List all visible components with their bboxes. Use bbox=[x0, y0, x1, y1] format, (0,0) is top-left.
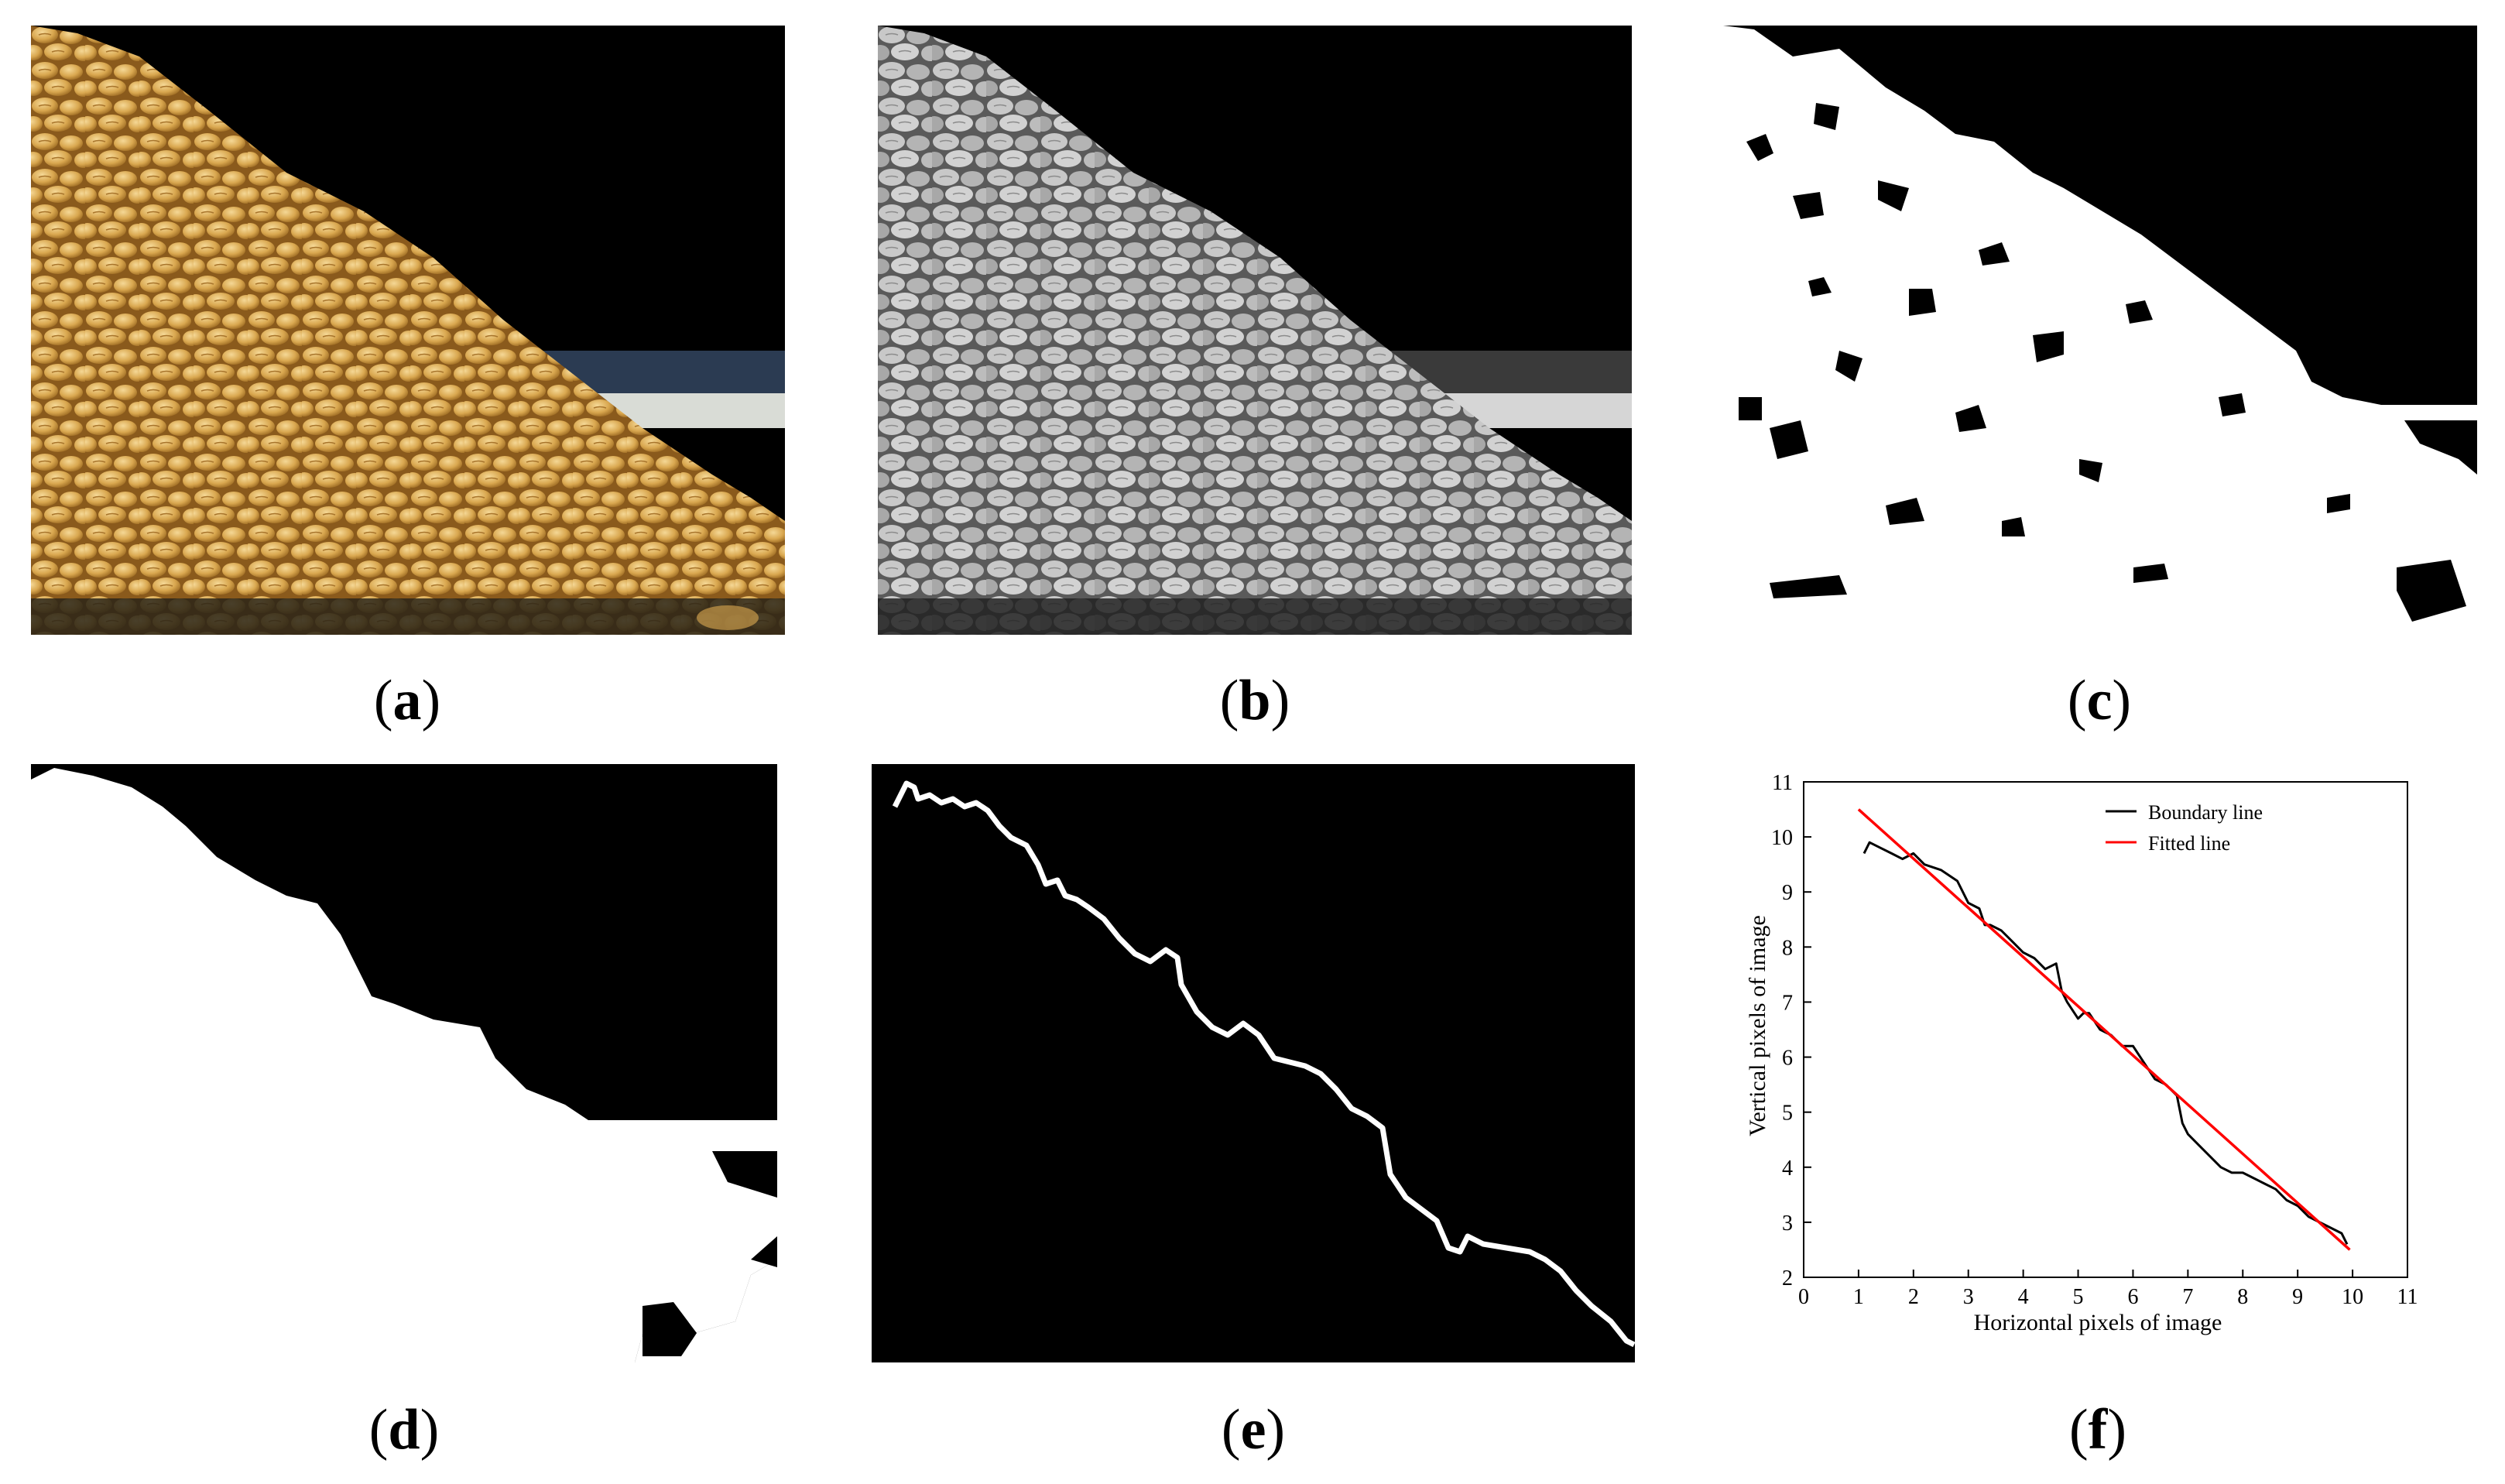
caption-a: (a) bbox=[373, 669, 441, 732]
x-tick-label-2: 2 bbox=[1908, 1285, 1919, 1309]
x-tick-label-11: 11 bbox=[2397, 1285, 2418, 1309]
x-axis-label: Horizontal pixels of image bbox=[1974, 1310, 2222, 1335]
x-tick-label-7: 7 bbox=[2182, 1285, 2193, 1309]
y-tick-label-9: 11 bbox=[1772, 771, 1793, 795]
x-tick-label-0: 0 bbox=[1798, 1285, 1809, 1309]
x-tick-label-8: 8 bbox=[2237, 1285, 2248, 1309]
y-tick-label-5: 7 bbox=[1782, 991, 1793, 1015]
x-tick-label-5: 5 bbox=[2073, 1285, 2084, 1309]
x-tick-label-9: 9 bbox=[2292, 1285, 2303, 1309]
y-axis-label: Vertical pixels of image bbox=[1745, 915, 1770, 1136]
binary-image-filled bbox=[31, 764, 777, 1362]
y-tick-label-7: 9 bbox=[1782, 881, 1793, 905]
x-tick-label-6: 6 bbox=[2127, 1285, 2138, 1309]
legend-label-fitted: Fitted line bbox=[2148, 832, 2230, 855]
y-tick-label-6: 8 bbox=[1782, 936, 1793, 960]
boundary-contour-image bbox=[872, 764, 1635, 1362]
binary-holes-svg bbox=[1723, 26, 2477, 635]
binary-image-with-holes bbox=[1723, 26, 2477, 635]
grayscale-grain-svg bbox=[878, 26, 1632, 635]
caption-d: (d) bbox=[368, 1398, 440, 1462]
caption-b: (b) bbox=[1219, 669, 1290, 732]
y-tick-label-2: 4 bbox=[1782, 1157, 1793, 1181]
x-tick-label-4: 4 bbox=[2018, 1285, 2029, 1309]
color-grain-svg bbox=[31, 26, 785, 635]
binary-filled-svg bbox=[31, 764, 777, 1362]
legend: Boundary line Fitted line bbox=[2106, 801, 2263, 855]
y-tick-label-1: 3 bbox=[1782, 1212, 1793, 1236]
y-tick-label-4: 6 bbox=[1782, 1047, 1793, 1071]
chart-svg: Vertical pixels of image Horizontal pixe… bbox=[1745, 771, 2418, 1335]
caption-c: (c) bbox=[2067, 669, 2132, 732]
boundary-contour-svg bbox=[872, 764, 1635, 1362]
caption-f: (f) bbox=[2069, 1398, 2126, 1462]
legend-label-boundary: Boundary line bbox=[2148, 801, 2263, 824]
photo-grayscale-grain-pile bbox=[878, 26, 1632, 635]
y-tick-label-3: 5 bbox=[1782, 1102, 1793, 1126]
x-tick-label-10: 10 bbox=[2342, 1285, 2363, 1309]
y-tick-label-0: 2 bbox=[1782, 1266, 1793, 1290]
caption-e: (e) bbox=[1221, 1398, 1286, 1462]
photo-color-grain-pile bbox=[31, 26, 785, 635]
y-tick-label-8: 10 bbox=[1771, 826, 1793, 850]
series-line-fitted-line bbox=[1857, 808, 2351, 1251]
series-line-boundary-line bbox=[1862, 841, 2349, 1245]
plot-frame bbox=[1803, 781, 2408, 1278]
x-tick-label-1: 1 bbox=[1853, 1285, 1864, 1309]
x-tick-label-3: 3 bbox=[1963, 1285, 1974, 1309]
boundary-fit-chart: Vertical pixels of image Horizontal pixe… bbox=[1734, 766, 2431, 1355]
